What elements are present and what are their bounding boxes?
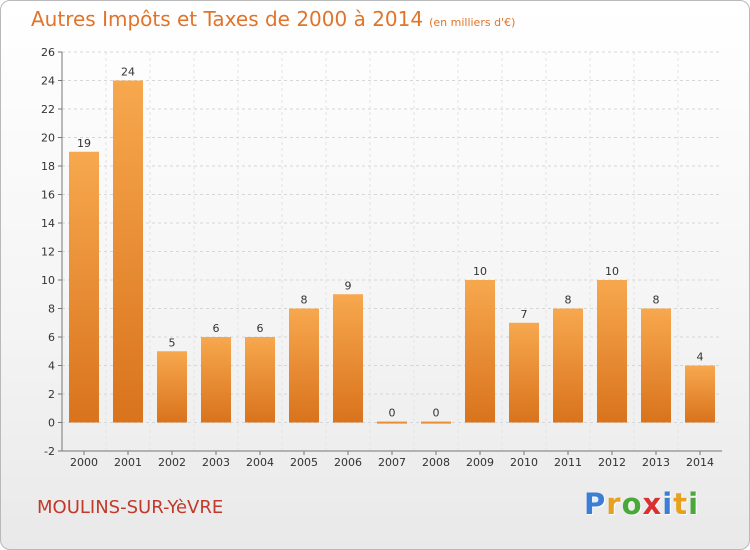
y-tick-label: 16 — [41, 189, 55, 202]
bars — [69, 80, 715, 424]
y-tick-label: 6 — [48, 331, 55, 344]
chart-title: Autres Impôts et Taxes de 2000 à 2014 (en… — [31, 7, 515, 31]
bar-2002 — [157, 351, 187, 423]
bar-2005 — [289, 308, 319, 423]
bar-2014 — [685, 365, 715, 423]
y-tick-label: 22 — [41, 103, 55, 116]
y-tick-label: -2 — [44, 445, 55, 458]
bar-2008 — [421, 421, 451, 424]
bar-2012 — [597, 280, 627, 423]
proxiti-logo: Proxiti — [584, 487, 699, 521]
x-tick-label: 2014 — [686, 456, 714, 469]
data-label: 8 — [301, 294, 308, 307]
x-tick-label: 2004 — [246, 456, 274, 469]
y-tick-label: 20 — [41, 132, 55, 145]
data-label: 6 — [213, 322, 220, 335]
y-tick-label: 10 — [41, 274, 55, 287]
bar-2010 — [509, 322, 539, 423]
y-tick-label: 24 — [41, 75, 55, 88]
data-label: 19 — [77, 137, 91, 150]
bar-2001 — [113, 80, 143, 423]
logo-letter: P — [584, 487, 607, 521]
x-tick-label: 2003 — [202, 456, 230, 469]
x-tick-label: 2005 — [290, 456, 318, 469]
bar-2003 — [201, 337, 231, 423]
y-tick-label: 8 — [48, 303, 55, 316]
logo-letter: x — [642, 487, 663, 521]
logo-letter: i — [662, 487, 674, 521]
logo-letter: t — [673, 487, 689, 521]
data-labels: 19 24 5 6 6 8 9 0 0 10 7 8 10 8 4 — [77, 66, 704, 420]
logo-letter: i — [688, 487, 700, 521]
bar-2000 — [69, 151, 99, 423]
x-tick-label: 2002 — [158, 456, 186, 469]
x-tick-labels: 2000 2001 2002 2003 2004 2005 2006 2007 2008 2009… — [70, 456, 714, 469]
data-label: 8 — [653, 294, 660, 307]
y-tick-label: 14 — [41, 217, 55, 230]
data-label: 8 — [565, 294, 572, 307]
data-label: 10 — [473, 265, 487, 278]
x-tick-label: 2011 — [554, 456, 582, 469]
y-tick-label: 26 — [41, 46, 55, 59]
y-tick-label: 2 — [48, 388, 55, 401]
x-tick-label: 2000 — [70, 456, 98, 469]
x-tick-label: 2006 — [334, 456, 362, 469]
y-tick-label: 18 — [41, 160, 55, 173]
logo-letter: r — [606, 487, 622, 521]
data-label: 9 — [345, 279, 352, 292]
data-label: 5 — [169, 336, 176, 349]
x-tick-label: 2013 — [642, 456, 670, 469]
axes — [58, 51, 722, 455]
x-tick-label: 2007 — [378, 456, 406, 469]
x-tick-label: 2001 — [114, 456, 142, 469]
data-label: 7 — [521, 308, 528, 321]
y-tick-label: 4 — [48, 360, 55, 373]
data-label: 0 — [433, 407, 440, 420]
x-tick-label: 2008 — [422, 456, 450, 469]
chart-title-main: Autres Impôts et Taxes de 2000 à 2014 — [31, 7, 424, 31]
chart-title-unit: (en milliers d'€) — [429, 16, 516, 29]
bar-2007 — [377, 421, 407, 424]
bar-2004 — [245, 337, 275, 423]
data-label: 4 — [697, 351, 704, 364]
data-label: 10 — [605, 265, 619, 278]
x-tick-label: 2012 — [598, 456, 626, 469]
bar-2011 — [553, 308, 583, 423]
data-label: 6 — [257, 322, 264, 335]
commune-name: MOULINS-SUR-YèVRE — [37, 497, 224, 518]
bar-2013 — [641, 308, 671, 423]
y-tick-label: 12 — [41, 246, 55, 259]
bar-2006 — [333, 294, 363, 423]
logo-letter: o — [621, 487, 643, 521]
data-label: 24 — [121, 66, 135, 79]
data-label: 0 — [389, 407, 396, 420]
y-tick-label: 0 — [48, 417, 55, 430]
x-tick-label: 2009 — [466, 456, 494, 469]
x-tick-label: 2010 — [510, 456, 538, 469]
bar-2009 — [465, 280, 495, 423]
